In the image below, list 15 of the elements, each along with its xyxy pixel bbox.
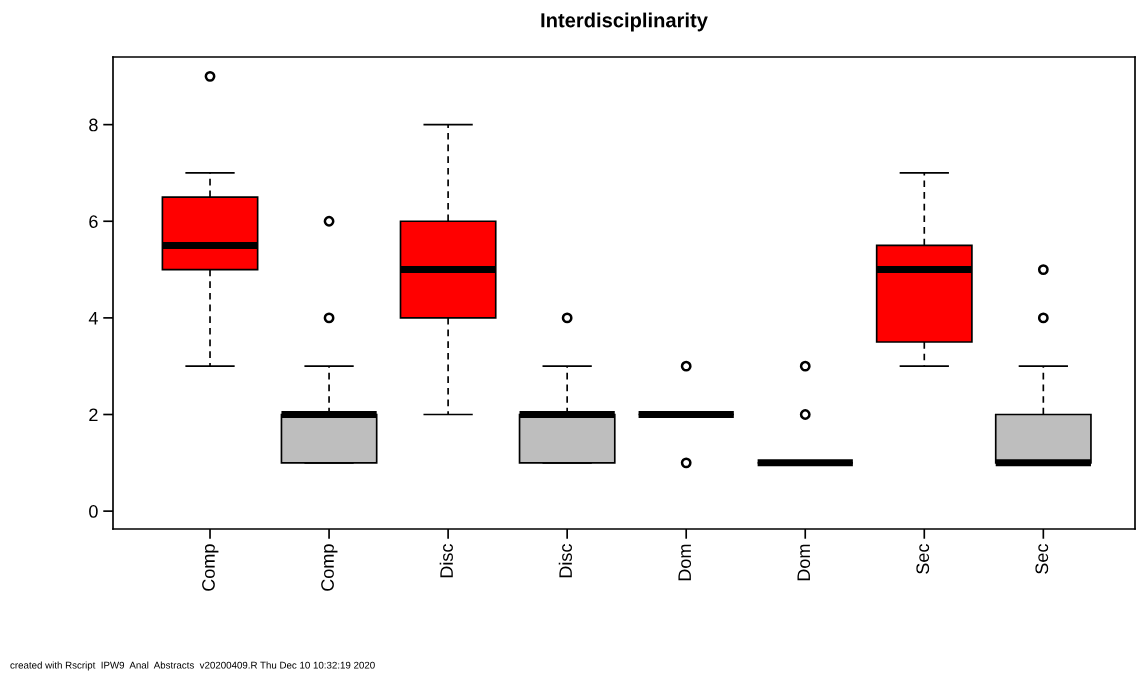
x-tick-label: Sec [916,544,930,574]
y-tick-label: 0 [89,505,98,518]
x-tick-label: Comp [321,544,338,591]
x-tick-label: Disc [439,544,453,578]
x-tick-label: Sec [1035,544,1049,574]
y-tick-label: 2 [89,408,98,422]
x-tick-label: Disc [558,544,572,578]
x-tick-label: Dom [797,544,811,581]
y-tick-label: 8 [89,118,98,132]
y-tick-label: 4 [88,312,98,325]
text: created with Rscript IPW9 Anal Abstracts v20200409.R Thu Dec 10 10:32:19 2020 [10,661,375,671]
chart-title: Interdisciplinarity [541,12,708,32]
x-tick-label: Comp [202,544,219,591]
y-tick-label: 6 [89,215,98,228]
x-tick-label: Dom [678,544,692,581]
